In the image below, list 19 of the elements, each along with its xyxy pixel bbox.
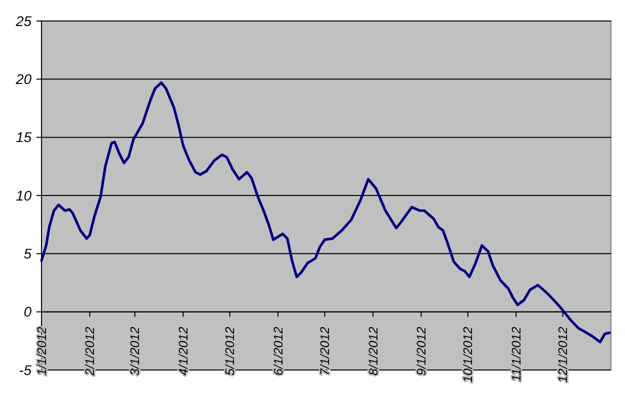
- y-tick-label: 0: [24, 304, 32, 320]
- x-tick-label: 6/1/2012: [271, 326, 286, 376]
- x-tick-label: 5/1/2012: [223, 326, 238, 376]
- y-tick-label: 5: [24, 246, 32, 262]
- x-tick-label: 9/1/2012: [414, 326, 429, 376]
- x-tick-label: 1/1/2012: [34, 326, 49, 376]
- x-tick-label: 7/1/2012: [318, 326, 332, 376]
- x-tick-label: 3/1/2012: [128, 326, 142, 376]
- x-tick-label: 12/1/2012: [556, 326, 570, 382]
- y-tick-label: 10: [16, 187, 32, 204]
- y-tick-label: 15: [16, 129, 32, 146]
- x-tick-label: 2/1/2012: [83, 326, 98, 377]
- x-tick-label: 11/1/2012: [509, 326, 524, 382]
- x-tick-label: 4/1/2012: [176, 326, 190, 376]
- x-tick-label: 8/1/2012: [366, 326, 380, 376]
- x-tick-label: 10/1/2012: [461, 326, 476, 382]
- y-tick-label: -5: [19, 362, 32, 378]
- y-tick-label: 20: [14, 71, 32, 88]
- y-tick-label: 25: [14, 12, 32, 29]
